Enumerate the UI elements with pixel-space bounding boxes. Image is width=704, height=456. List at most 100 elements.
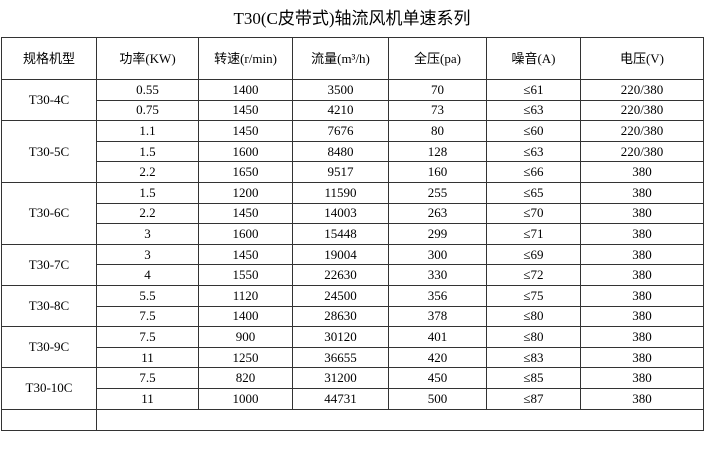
- data-cell: 11590: [292, 181, 389, 204]
- header-cell: 流量(m³/h): [292, 37, 389, 80]
- data-cell: 1200: [198, 181, 293, 204]
- data-cell: 1250: [198, 346, 293, 369]
- data-cell: 1600: [198, 140, 293, 163]
- data-cell: 1400: [198, 79, 293, 101]
- data-cell: 14003: [292, 202, 389, 225]
- header-row: 规格机型 功率(KW) 转速(r/min) 流量(m³/h) 全压(pa) 噪音(A) 电压…: [1, 37, 704, 80]
- data-cell: 356: [388, 284, 487, 307]
- data-cell: 70: [388, 79, 487, 101]
- header-cell: 电压(V): [580, 37, 704, 80]
- data-row: 1.5 1600 8480 128 ≤63 220/380: [2, 140, 704, 163]
- header-cell: 转速(r/min): [198, 37, 293, 80]
- data-cell: 15448: [292, 223, 389, 245]
- data-cell: 380: [580, 305, 704, 328]
- data-cell: 0.75: [96, 99, 199, 122]
- model-cell: T30-8C: [1, 284, 97, 328]
- data-cell: 7676: [292, 120, 389, 142]
- data-cell: ≤71: [486, 223, 581, 245]
- header-cell: 全压(pa): [388, 37, 487, 80]
- data-cell: 1550: [198, 264, 293, 286]
- data-cell: ≤65: [486, 181, 581, 204]
- data-row: T30-4C 0.55 1400 3500 70 ≤61 220/380: [1, 78, 704, 122]
- data-cell: ≤70: [486, 202, 581, 225]
- table-body: 规格机型 功率(KW) 转速(r/min) 流量(m³/h) 全压(pa) 噪音(A) 电压…: [1, 37, 704, 431]
- data-row: 2.2 1450 14003 263 ≤70 380: [2, 202, 704, 225]
- data-cell: 1000: [198, 387, 293, 410]
- data-cell: 1600: [198, 223, 293, 245]
- data-cell: 330: [388, 264, 487, 286]
- data-cell: ≤80: [486, 326, 581, 348]
- spec-table: 规格机型 功率(KW) 转速(r/min) 流量(m³/h) 全压(pa) 噪音(A) 电压…: [1, 37, 704, 431]
- data-cell: ≤72: [486, 264, 581, 286]
- data-row: 11 1000 44731 500 ≤87 380: [2, 387, 704, 410]
- data-cell: 31200: [292, 367, 389, 389]
- data-cell: ≤83: [486, 346, 581, 369]
- data-cell: 220/380: [580, 120, 704, 142]
- data-cell: 820: [198, 367, 293, 389]
- data-cell: ≤80: [486, 305, 581, 328]
- model-cell: T30-10C: [1, 367, 97, 410]
- data-row: 11 1250 36655 420 ≤83 380: [2, 346, 704, 369]
- model-cell: T30-5C: [1, 120, 97, 183]
- data-row: T30-9C 7.5 900 30120 401 ≤80 380: [1, 326, 704, 369]
- blank-row: [1, 408, 704, 431]
- data-cell: 380: [580, 367, 704, 389]
- data-cell: 80: [388, 120, 487, 142]
- data-cell: 5.5: [96, 284, 199, 307]
- model-cell: T30-7C: [1, 243, 97, 286]
- data-cell: 7.5: [96, 305, 199, 328]
- data-row: 7.5 1400 28630 378 ≤80 380: [2, 305, 704, 328]
- data-cell: 30120: [292, 326, 389, 348]
- blank-cell: [1, 408, 97, 431]
- data-cell: 220/380: [580, 79, 704, 101]
- data-row: 0.75 1450 4210 73 ≤63 220/380: [2, 99, 704, 122]
- model-cell: T30-9C: [1, 326, 97, 369]
- data-cell: ≤87: [486, 387, 581, 410]
- data-row: 4 1550 22630 330 ≤72 380: [2, 264, 704, 286]
- data-cell: 380: [580, 346, 704, 369]
- data-row: T30-6C 1.5 1200 11590 255 ≤65 380: [1, 181, 704, 245]
- header-cell: 功率(KW): [96, 37, 199, 80]
- data-cell: ≤75: [486, 284, 581, 307]
- data-cell: 0.55: [96, 79, 199, 101]
- data-cell: 160: [388, 161, 487, 183]
- data-cell: 1.5: [96, 140, 199, 163]
- data-cell: 11: [96, 387, 199, 410]
- data-cell: 1400: [198, 305, 293, 328]
- data-cell: ≤63: [486, 99, 581, 122]
- data-cell: 263: [388, 202, 487, 225]
- data-cell: 1450: [198, 202, 293, 225]
- data-cell: ≤69: [486, 243, 581, 266]
- data-cell: 255: [388, 181, 487, 204]
- data-cell: 7.5: [96, 326, 199, 348]
- data-cell: 36655: [292, 346, 389, 369]
- data-cell: 28630: [292, 305, 389, 328]
- data-row: T30-10C 7.5 820 31200 450 ≤85 380: [1, 367, 704, 410]
- data-cell: 380: [580, 387, 704, 410]
- data-cell: 1450: [198, 243, 293, 266]
- data-cell: 1.5: [96, 181, 199, 204]
- data-cell: 380: [580, 326, 704, 348]
- data-row: 2.2 1650 9517 160 ≤66 380: [2, 161, 704, 183]
- data-cell: 3: [96, 243, 199, 266]
- blank-cell: [96, 408, 704, 431]
- data-cell: 1120: [198, 284, 293, 307]
- data-cell: 3500: [292, 79, 389, 101]
- data-cell: 3: [96, 223, 199, 245]
- data-cell: 380: [580, 264, 704, 286]
- data-cell: 220/380: [580, 99, 704, 122]
- data-cell: 1650: [198, 161, 293, 183]
- data-cell: 4: [96, 264, 199, 286]
- data-cell: 1.1: [96, 120, 199, 142]
- data-cell: 300: [388, 243, 487, 266]
- data-cell: 420: [388, 346, 487, 369]
- data-cell: 500: [388, 387, 487, 410]
- data-cell: 128: [388, 140, 487, 163]
- data-cell: 8480: [292, 140, 389, 163]
- data-cell: 1450: [198, 99, 293, 122]
- data-cell: 1450: [198, 120, 293, 142]
- data-row: T30-8C 5.5 1120 24500 356 ≤75 380: [1, 284, 704, 328]
- data-cell: 220/380: [580, 140, 704, 163]
- table-title: T30(C皮带式)轴流风机单速系列: [233, 9, 471, 28]
- data-cell: ≤63: [486, 140, 581, 163]
